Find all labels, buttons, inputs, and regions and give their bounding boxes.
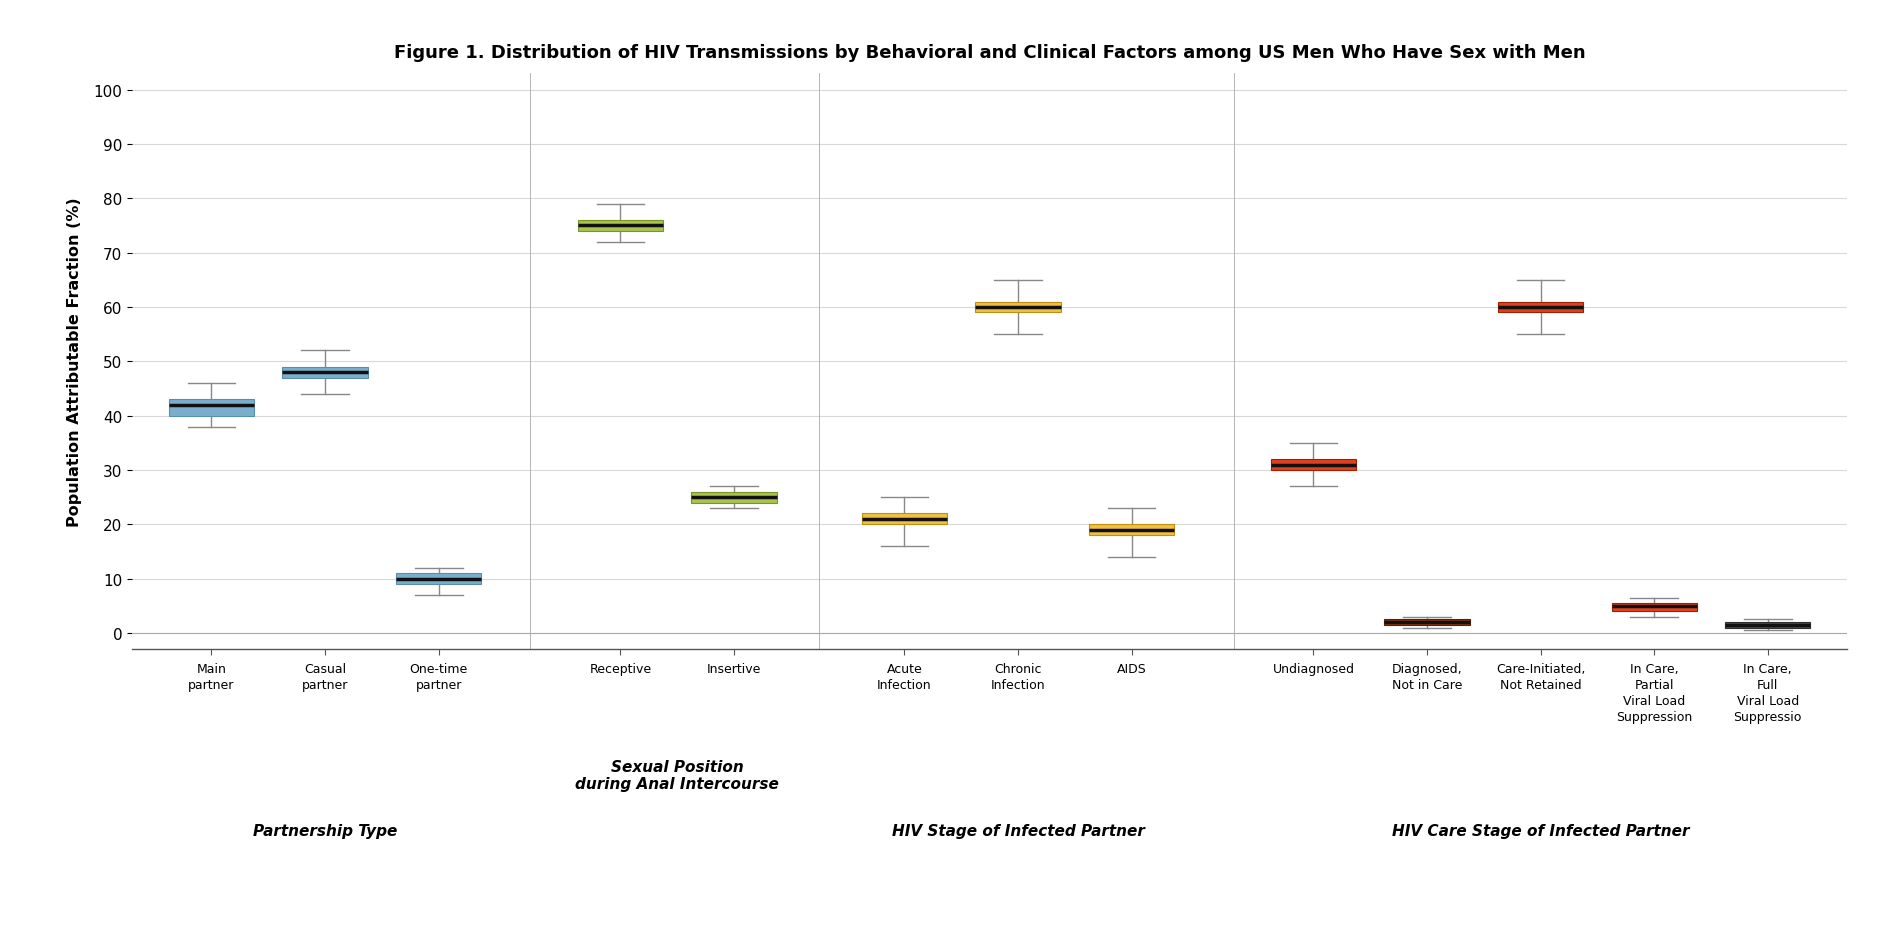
Text: HIV Care Stage of Infected Partner: HIV Care Stage of Infected Partner: [1391, 823, 1689, 838]
Bar: [1725, 623, 1810, 628]
Bar: [861, 514, 946, 524]
Bar: [579, 221, 664, 232]
Bar: [1612, 603, 1696, 612]
Bar: [975, 303, 1061, 313]
Bar: [1090, 524, 1174, 535]
Bar: [283, 367, 368, 379]
Y-axis label: Population Attributable Fraction (%): Population Attributable Fraction (%): [68, 198, 83, 526]
Text: Partnership Type: Partnership Type: [253, 823, 398, 838]
Bar: [692, 492, 777, 503]
Bar: [1499, 303, 1583, 313]
Text: HIV Stage of Infected Partner: HIV Stage of Infected Partner: [892, 823, 1144, 838]
Text: Sexual Position
during Anal Intercourse: Sexual Position during Anal Intercourse: [575, 759, 779, 791]
Bar: [1270, 459, 1355, 470]
Bar: [396, 574, 481, 585]
Bar: [1384, 620, 1470, 625]
Title: Figure 1. Distribution of HIV Transmissions by Behavioral and Clinical Factors a: Figure 1. Distribution of HIV Transmissi…: [394, 44, 1585, 61]
Bar: [170, 400, 254, 416]
